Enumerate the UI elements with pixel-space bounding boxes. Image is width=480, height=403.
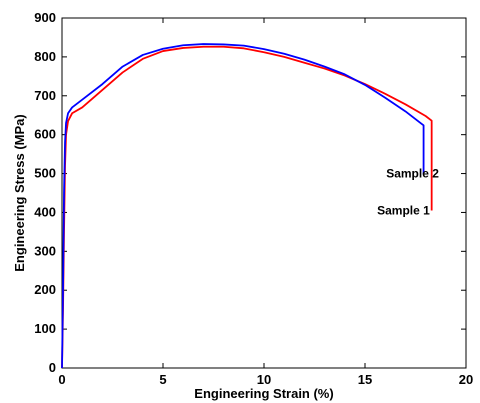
annotation-sample-1: Sample 1 (377, 203, 430, 217)
annotation-sample-2: Sample 2 (386, 166, 439, 180)
y-tick-label: 100 (34, 321, 56, 336)
y-tick-label: 400 (34, 204, 56, 219)
plot-area (61, 17, 467, 369)
series-line-sample-2 (61, 43, 425, 369)
y-tick-label: 500 (34, 166, 56, 181)
x-axis-ticks: 0 5 10 15 20 (58, 18, 473, 387)
x-tick-label: 0 (58, 372, 65, 387)
y-tick-label: 0 (49, 360, 56, 375)
series-line-sample-1 (61, 45, 433, 369)
x-axis-label: Engineering Strain (%) (194, 386, 333, 401)
series-group (61, 43, 433, 369)
y-tick-label: 900 (34, 10, 56, 25)
x-tick-label: 5 (159, 372, 166, 387)
y-axis-label: Engineering Stress (MPa) (12, 114, 27, 271)
y-tick-label: 300 (34, 243, 56, 258)
y-tick-label: 700 (34, 88, 56, 103)
x-tick-label: 20 (459, 372, 473, 387)
y-axis-ticks: 0 100 200 300 400 500 600 700 800 900 (34, 10, 466, 375)
x-tick-label: 10 (257, 372, 271, 387)
y-tick-label: 800 (34, 49, 56, 64)
x-tick-label: 15 (358, 372, 372, 387)
y-tick-label: 200 (34, 282, 56, 297)
annotation-group: Sample 2 Sample 1 (377, 166, 439, 217)
y-tick-label: 600 (34, 127, 56, 142)
